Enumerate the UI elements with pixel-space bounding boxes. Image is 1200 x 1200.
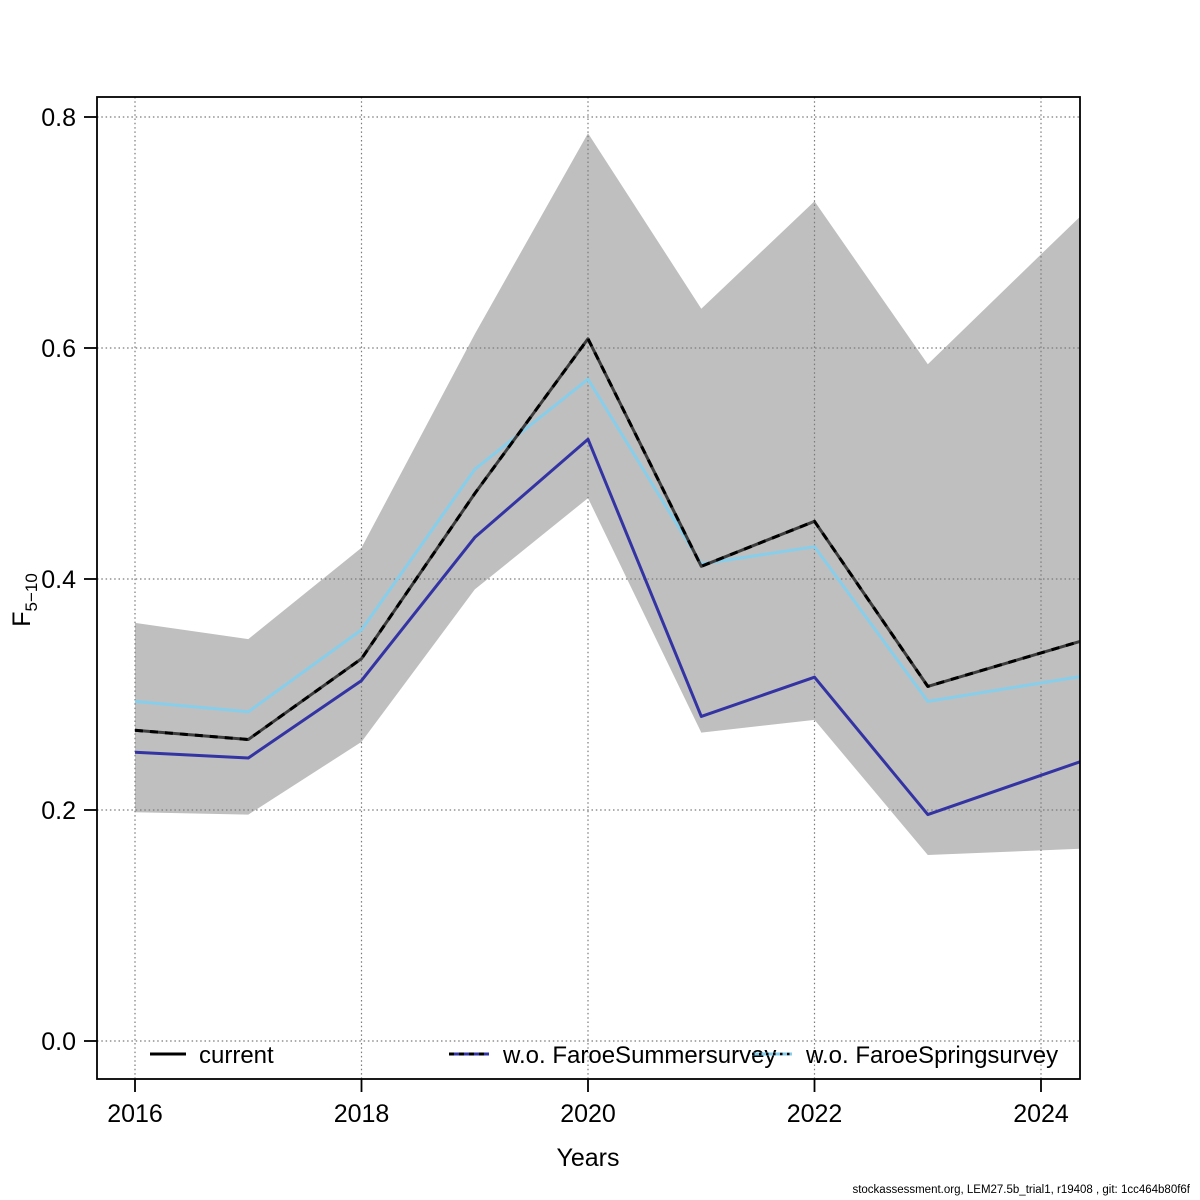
legend-label-current: current: [199, 1042, 274, 1069]
y-axis-title-subscript: 5−10: [22, 573, 41, 611]
axis-tick-layer: [84, 116, 1042, 1092]
footer-watermark: stockassessment.org, LEM27.5b_trial1, r1…: [852, 1184, 1190, 1196]
line-current-dash: [134, 337, 1080, 741]
y-tick-label: 0.6: [41, 335, 76, 363]
series-line-layer: [134, 337, 1080, 817]
x-tick-label: 2022: [787, 1100, 843, 1128]
line-summersurvey: [134, 437, 1080, 817]
line-springsurvey: [134, 377, 1080, 714]
x-tick-label: 2016: [107, 1100, 163, 1128]
x-axis-title: Years: [556, 1144, 619, 1172]
legend-label-springsurvey: w.o. FaroeSpringsurvey: [805, 1042, 1058, 1069]
y-tick-label: 0.2: [41, 797, 76, 825]
x-tick-label: 2018: [334, 1100, 390, 1128]
confidence-band-layer: [135, 133, 1080, 855]
axis-tick-label-layer: 2016 2018 2020 2022 2024 0.0 0.2 0.4 0.6 0.8: [41, 104, 1069, 1128]
y-axis-title-base: F: [8, 612, 36, 627]
legend-label-summersurvey: w.o. FaroeSummersurvey: [502, 1042, 776, 1069]
y-axis-title: F5−10: [8, 573, 41, 627]
y-tick-label: 0.4: [41, 566, 76, 594]
x-tick-label: 2024: [1013, 1100, 1069, 1128]
x-tick-label: 2020: [560, 1100, 616, 1128]
confidence-band: [135, 133, 1080, 855]
y-tick-label: 0.8: [41, 104, 76, 132]
y-tick-label: 0.0: [41, 1028, 76, 1056]
legend: current w.o. FaroeSummersurvey w.o. Faro…: [150, 1042, 1058, 1069]
gridline-layer: [97, 97, 1080, 1079]
